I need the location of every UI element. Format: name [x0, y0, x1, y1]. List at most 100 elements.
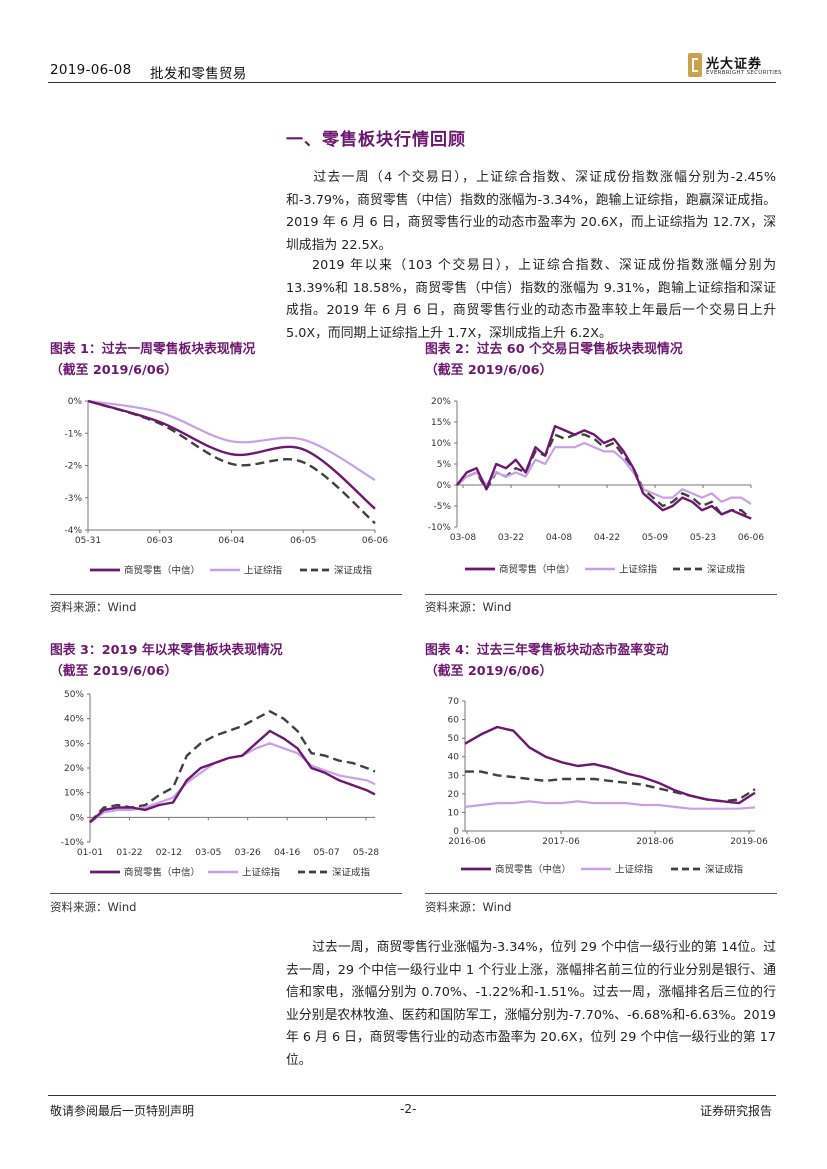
chart1-x-tick-label: 06-04 — [218, 536, 244, 546]
chart3-legend-label-sz: 深证成指 — [332, 867, 371, 879]
chart3-title-line1: 图表 3：2019 年以来零售板块表现情况 — [50, 643, 283, 658]
chart3-x-tick-label: 02-12 — [156, 848, 182, 858]
chart2-svg: 20% 15% 10% 5% 0% -5% -10%03-08 03-22 04-08 04-22… — [428, 397, 765, 576]
chart3-title: 图表 3：2019 年以来零售板块表现情况 （截至 2019/6/06） — [50, 640, 410, 682]
chart3-x-tick-label: 05-07 — [313, 848, 339, 858]
paragraph-weekly: 过去一周（4 个交易日），上证综合指数、深证成份指数涨幅分别为-2.45%和-3… — [286, 167, 776, 257]
logo-en-text: EVERBRIGHT SECURITIES — [706, 70, 782, 76]
chart1-x-tick-label: 05-31 — [75, 536, 101, 546]
chart2-legend-label-retail: 商贸零售（中信） — [499, 564, 575, 576]
chart1-x-tick-label: 06-05 — [290, 536, 316, 546]
chart4-y-tick-label: 0 — [453, 827, 459, 837]
chart4-title-line1: 图表 4：过去三年零售板块动态市盈率变动 — [425, 643, 669, 658]
chart3-y-tick-label: 40% — [64, 715, 84, 725]
chart3-series-sz — [89, 710, 376, 824]
chart4-title-line2: （截至 2019/6/06） — [425, 664, 553, 679]
chart3-y-tick-label: 10% — [64, 789, 84, 799]
paragraph-ranking-text: 过去一周，商贸零售行业涨幅为-3.34%，位列 29 个中信一级行业的第 14位… — [286, 940, 776, 1068]
chart4-legend-label-sh: 上证综指 — [615, 864, 654, 876]
chart1-legend-label-sh: 上证综指 — [244, 565, 283, 577]
chart3-x-tick-label: 03-05 — [195, 848, 221, 858]
page-number: -2- — [400, 1102, 417, 1116]
chart4-x-tick-label: 2019-06 — [730, 837, 768, 847]
chart1-legend-label-sz: 深证成指 — [334, 565, 373, 577]
chart1-x-tick-label: 06-06 — [362, 536, 388, 546]
chart2-x-tick-label: 06-06 — [738, 533, 764, 543]
chart4-source-divider — [425, 893, 777, 894]
chart4-y-tick-label: 20 — [448, 790, 460, 800]
chart1-series-retail — [87, 399, 376, 510]
chart4-source: 资料来源：Wind — [425, 900, 512, 914]
paragraph-weekly-text: 过去一周（4 个交易日），上证综合指数、深证成份指数涨幅分别为-2.45%和-3… — [286, 170, 776, 253]
chart3-y-tick-label: -10% — [61, 838, 85, 848]
chart1-y-tick-label: 0% — [68, 397, 83, 407]
chart1-title: 图表 1：过去一周零售板块表现情况 （截至 2019/6/06） — [50, 339, 410, 381]
chart3-svg: 50% 40% 30% 20% 10% 0% -10%01-01 01-22 02-12 03-0… — [61, 690, 380, 879]
chart1-svg: 0% -1% -2% -3% -4%05-31 06-03 06-04 06-05 06-06 商… — [64, 397, 388, 577]
chart2-series-sh — [456, 441, 752, 505]
chart1-x-tick-label: 06-03 — [147, 536, 173, 546]
chart4-series-sz — [465, 770, 756, 803]
footer-divider — [48, 1095, 776, 1096]
paragraph-ytd: 2019 年以来（103 个交易日），上证综合指数、深证成份指数涨幅分别为13.… — [286, 255, 776, 345]
chart1-source: 资料来源：Wind — [50, 600, 137, 614]
chart2-x-tick-label: 03-22 — [498, 533, 524, 543]
chart2-y-tick-label: 0% — [437, 481, 452, 491]
chart4-y-tick-label: 70 — [448, 697, 460, 707]
chart4-legend-label-sz: 深证成指 — [705, 864, 744, 876]
chart3-y-tick-label: 50% — [64, 690, 84, 700]
chart1-y-tick-label: -4% — [64, 526, 82, 536]
chart4-x-tick-label: 2016-06 — [448, 837, 486, 847]
chart2-title-line2: （截至 2019/6/06） — [425, 363, 553, 378]
chart2-source-divider — [425, 594, 777, 595]
chart4-series-retail — [464, 725, 756, 805]
chart2-y-tick-label: -10% — [428, 523, 452, 533]
chart3-x-tick-label: 03-26 — [235, 848, 261, 858]
chart2-y-tick-label: 5% — [437, 460, 452, 470]
chart2-legend-label-sz: 深证成指 — [707, 564, 746, 576]
chart1-y-tick-label: -3% — [64, 494, 82, 504]
chart1-source-divider — [50, 594, 402, 595]
chart3-y-tick-label: 30% — [64, 739, 84, 749]
footer-disclaimer: 敬请参阅最后一页特别声明 — [50, 1104, 195, 1118]
brand-logo: 光大证券 EVERBRIGHT SECURITIES — [688, 51, 782, 81]
chart2-series-retail — [456, 425, 752, 520]
chart2-x-tick-label: 05-23 — [690, 533, 716, 543]
chart1-y-tick-label: -1% — [64, 429, 82, 439]
chart4-x-tick-label: 2018-06 — [636, 837, 674, 847]
chart3-source: 资料来源：Wind — [50, 900, 137, 914]
chart2-series-sz — [456, 433, 752, 520]
chart2-legend-label-sh: 上证综指 — [619, 564, 658, 576]
chart2-title: 图表 2：过去 60 个交易日零售板块表现情况 （截至 2019/6/06） — [425, 339, 785, 381]
chart1-series-sh — [87, 399, 376, 481]
chart3-x-tick-label: 01-22 — [116, 848, 142, 858]
paragraph-ranking: 过去一周，商贸零售行业涨幅为-3.34%，位列 29 个中信一级行业的第 14位… — [286, 937, 776, 1072]
report-date: 2019-06-08 — [50, 62, 132, 78]
chart3-series-retail — [89, 729, 376, 824]
chart2-y-tick-label: 15% — [431, 418, 451, 428]
chart4-x-tick-label: 2017-06 — [542, 837, 580, 847]
section-title: 一、零售板块行情回顾 — [286, 130, 466, 150]
chart2-source: 资料来源：Wind — [425, 600, 512, 614]
chart3-y-tick-label: 20% — [64, 764, 84, 774]
chart4-y-tick-label: 60 — [448, 716, 460, 726]
chart2-x-tick-label: 03-08 — [450, 533, 476, 543]
chart4-title: 图表 4：过去三年零售板块动态市盈率变动 （截至 2019/6/06） — [425, 640, 785, 682]
chart1-title-line1: 图表 1：过去一周零售板块表现情况 — [50, 342, 256, 357]
chart2-y-tick-label: 20% — [431, 397, 451, 407]
chart3-y-tick-label: 0% — [70, 813, 85, 823]
chart3-title-line2: （截至 2019/6/06） — [50, 664, 178, 679]
chart2-y-tick-label: 10% — [431, 439, 451, 449]
footer-report-type: 证券研究报告 — [700, 1104, 773, 1118]
logo-cn-text: 光大证券 — [706, 57, 763, 72]
header-divider — [48, 82, 776, 83]
chart4-y-tick-label: 40 — [448, 753, 460, 763]
chart3-x-tick-label: 01-01 — [77, 848, 103, 858]
chart3-source-divider — [50, 893, 402, 894]
logo-icon — [688, 53, 702, 77]
chart4-y-tick-label: 50 — [448, 734, 460, 744]
chart1-title-line2: （截至 2019/6/06） — [50, 363, 178, 378]
chart2-x-tick-label: 05-09 — [642, 533, 668, 543]
report-sector: 批发和零售贸易 — [150, 66, 247, 82]
